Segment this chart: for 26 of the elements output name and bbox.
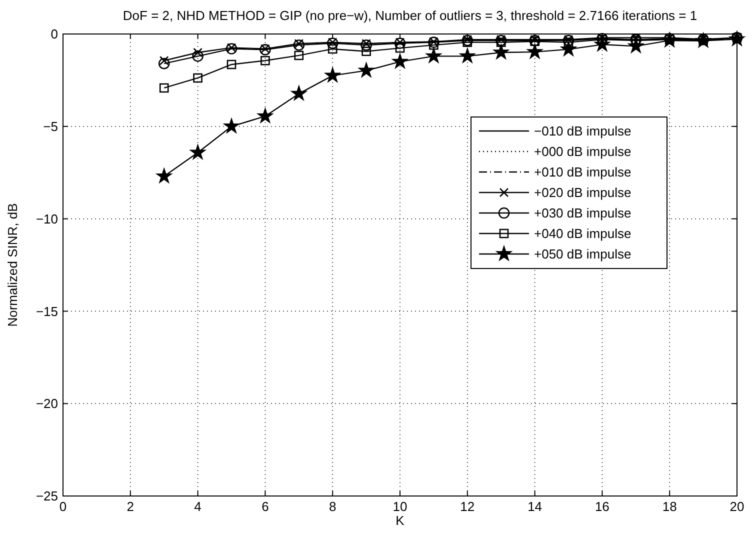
y-tick-label: −15 bbox=[36, 304, 58, 319]
x-tick-label: 8 bbox=[328, 499, 336, 514]
x-tick-label: 20 bbox=[730, 499, 744, 514]
chart-title: DoF = 2, NHD METHOD = GIP (no pre−w), Number of outliers = 3, threshold = 2.7166 iterations = 1 bbox=[122, 8, 698, 23]
x-tick-label: 16 bbox=[594, 499, 610, 514]
x-tick-label: 18 bbox=[662, 499, 677, 514]
x-tick-label: 12 bbox=[460, 499, 475, 514]
y-tick-label: 0 bbox=[50, 26, 58, 42]
x-tick-label: 4 bbox=[194, 499, 202, 514]
y-axis-title: Normalized SINR, dB bbox=[5, 203, 20, 327]
legend-label: +000 dB impulse bbox=[534, 144, 632, 160]
x-tick-label: 10 bbox=[392, 499, 408, 514]
y-tick-label: −10 bbox=[36, 211, 58, 226]
x-tick-label: 14 bbox=[528, 499, 542, 514]
legend-label: +020 dB impulse bbox=[534, 185, 632, 200]
y-tick-label: −25 bbox=[36, 488, 58, 504]
legend-label: −010 dB impulse bbox=[534, 124, 632, 139]
x-tick-label: 6 bbox=[262, 499, 269, 514]
y-tick-label: −20 bbox=[36, 396, 58, 412]
legend-label: +030 dB impulse bbox=[534, 206, 632, 221]
x-tick-label: 2 bbox=[126, 499, 134, 514]
x-axis-title: K bbox=[396, 513, 405, 528]
legend-label: +010 dB impulse bbox=[534, 164, 632, 180]
y-tick-label: −5 bbox=[43, 118, 58, 134]
legend-label: +040 dB impulse bbox=[534, 226, 632, 242]
legend-label: +050 dB impulse bbox=[534, 246, 632, 262]
